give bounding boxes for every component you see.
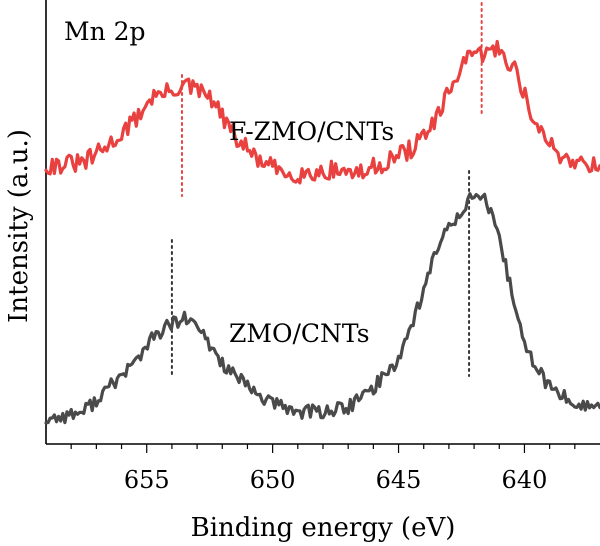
series-lines — [44, 39, 600, 425]
x-tick-label: 645 — [376, 466, 422, 494]
panel-label: Mn 2p — [64, 17, 146, 46]
y-axis-title: Intensity (a.u.) — [4, 129, 34, 323]
x-tick-label: 650 — [250, 466, 296, 494]
series-label-zmo-cnts: ZMO/CNTs — [229, 319, 370, 348]
x-tick-label: 640 — [502, 466, 548, 494]
x-ticks: 655 650 645 640 — [70, 444, 576, 494]
x-axis-title: Binding energy (eV) — [191, 513, 456, 543]
series-line-f-zmo-cnts — [44, 39, 600, 185]
x-tick-label: 655 — [124, 466, 170, 494]
series-line-zmo-cnts — [44, 192, 600, 425]
series-label-f-zmo-cnts: F-ZMO/CNTs — [229, 117, 394, 146]
